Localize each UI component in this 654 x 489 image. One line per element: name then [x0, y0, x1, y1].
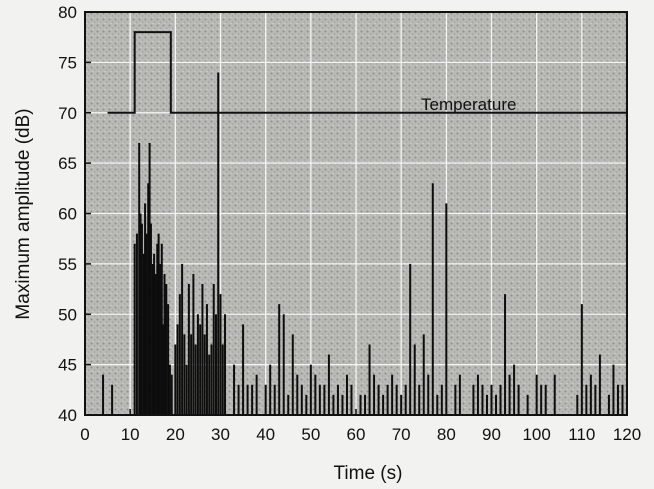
x-tick-label: 30 — [211, 425, 230, 444]
x-tick-label: 0 — [80, 425, 89, 444]
y-tick-label: 80 — [58, 3, 77, 22]
amplitude-bars — [102, 72, 624, 415]
y-tick-label: 45 — [58, 356, 77, 375]
x-tick-label: 40 — [256, 425, 275, 444]
x-tick-label: 90 — [482, 425, 501, 444]
y-tick-label: 70 — [58, 104, 77, 123]
x-tick-label: 20 — [166, 425, 185, 444]
y-tick-label: 60 — [58, 205, 77, 224]
x-tick-label: 100 — [522, 425, 550, 444]
x-tick-label: 60 — [347, 425, 366, 444]
temperature-label: Temperature — [421, 95, 516, 114]
x-tick-label: 50 — [301, 425, 320, 444]
y-tick-labels: 40 45 50 55 60 65 70 75 80 — [58, 3, 91, 425]
y-tick-label: 75 — [58, 53, 77, 72]
temperature-line — [107, 31, 627, 114]
x-tick-label: 110 — [568, 425, 595, 444]
x-tick-label: 10 — [121, 425, 140, 444]
y-axis-title: Maximum amplitude (dB) — [13, 108, 34, 319]
y-tick-label: 40 — [58, 406, 77, 425]
x-tick-label: 120 — [613, 425, 641, 444]
y-tick-label: 55 — [58, 255, 77, 274]
y-tick-label: 50 — [58, 305, 77, 324]
x-tick-label: 70 — [392, 425, 411, 444]
x-axis-title: Time (s) — [334, 463, 403, 484]
x-tick-label: 80 — [437, 425, 456, 444]
x-tick-labels: 0 10 20 30 40 50 60 70 80 90 100 110 120 — [80, 409, 641, 444]
y-tick-label: 65 — [58, 154, 77, 173]
